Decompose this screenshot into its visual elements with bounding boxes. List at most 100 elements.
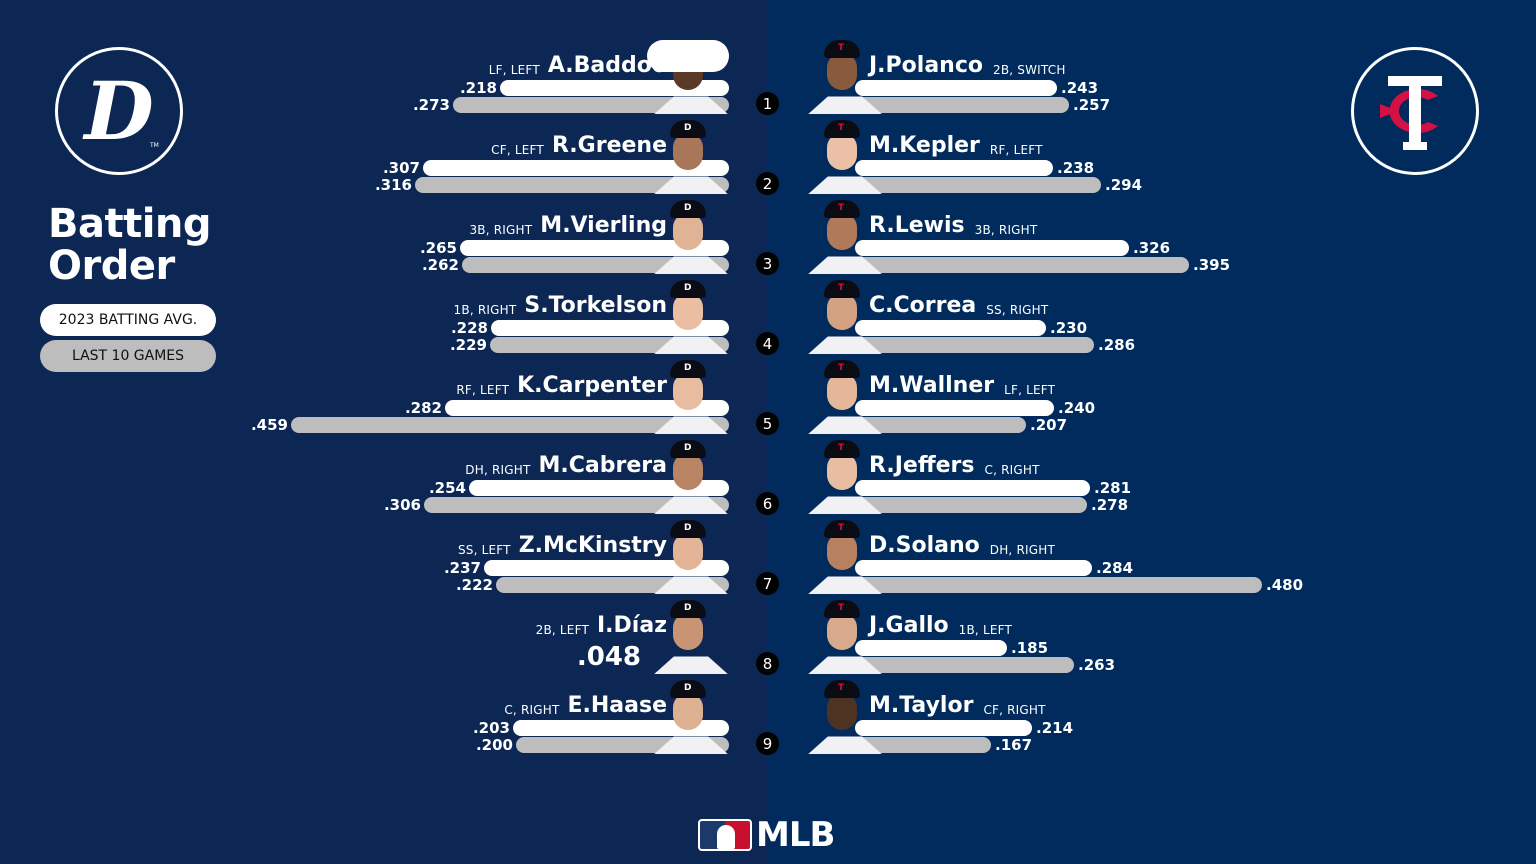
player-headshot: T	[806, 120, 884, 194]
twins-tc-icon	[1380, 76, 1442, 150]
mlb-batter-icon	[698, 819, 752, 851]
last10-value: .286	[1098, 336, 1136, 354]
season-bar	[855, 400, 1054, 416]
last10-bar	[424, 497, 729, 513]
player-position: 2B, SWITCH	[993, 63, 1066, 77]
player-position: LF, LEFT	[1004, 383, 1056, 397]
player-headshot: D	[652, 680, 730, 754]
player-name: K.Carpenter	[517, 373, 667, 398]
season-bar	[855, 320, 1046, 336]
last10-bar	[855, 657, 1074, 673]
season-bar	[855, 160, 1053, 176]
player-name: C.Correa	[869, 293, 977, 318]
player-position: C, RIGHT	[984, 463, 1040, 477]
batting-order-number: 1	[756, 92, 779, 115]
last10-value: .167	[995, 736, 1033, 754]
mlb-logo: MLB	[698, 815, 835, 855]
player-name: M.Cabrera	[538, 453, 667, 478]
season-bar	[469, 480, 729, 496]
last10-value: .263	[1078, 656, 1116, 674]
player-position: DH, RIGHT	[465, 463, 531, 477]
player-name: I.Díaz	[597, 613, 667, 638]
player-position: RF, LEFT	[989, 143, 1043, 157]
season-bar	[855, 80, 1057, 96]
player-position: RF, LEFT	[456, 383, 510, 397]
player-position: 1B, RIGHT	[453, 303, 517, 317]
season-value: .230	[1050, 319, 1088, 337]
last10-value: .278	[1091, 496, 1129, 514]
season-value: .228	[450, 319, 488, 337]
season-value: .282	[404, 399, 442, 417]
player-name: S.Torkelson	[524, 293, 667, 318]
season-bar	[491, 320, 729, 336]
player-position: 1B, LEFT	[958, 623, 1013, 637]
player-headshot: T	[806, 280, 884, 354]
player-position: DH, RIGHT	[989, 543, 1055, 557]
season-value: .284	[1096, 559, 1134, 577]
season-bar	[855, 480, 1090, 496]
last10-value: .316	[374, 176, 412, 194]
player-headshot: D	[652, 440, 730, 514]
player-headshot: T	[806, 440, 884, 514]
season-value: .048	[576, 642, 641, 672]
last10-value: .306	[383, 496, 421, 514]
batting-order-number: 2	[756, 172, 779, 195]
season-bar	[460, 240, 729, 256]
tigers-logo: D TM	[55, 47, 183, 175]
last10-value: .480	[1266, 576, 1304, 594]
season-bar	[855, 560, 1092, 576]
player-position: CF, LEFT	[491, 143, 544, 157]
player-headshot: T	[806, 600, 884, 674]
player-name: Z.McKinstry	[518, 533, 667, 558]
season-value: .185	[1011, 639, 1049, 657]
player-position: 3B, RIGHT	[469, 223, 533, 237]
player-name: M.Taylor	[869, 693, 974, 718]
player-headshot: D	[652, 600, 730, 674]
season-value: .237	[443, 559, 481, 577]
season-value: .307	[382, 159, 420, 177]
last10-bar	[855, 577, 1262, 593]
player-position: 2B, LEFT	[535, 623, 589, 637]
player-position: C, RIGHT	[504, 703, 560, 717]
player-headshot: T	[806, 40, 884, 114]
player-position: SS, LEFT	[457, 543, 511, 557]
player-headshot: T	[806, 680, 884, 754]
last10-value: .262	[421, 256, 459, 274]
season-value: .281	[1094, 479, 1132, 497]
legend-last-10-games: LAST 10 GAMES	[40, 340, 216, 372]
batting-order-number: 7	[756, 572, 779, 595]
season-value: .254	[428, 479, 466, 497]
batting-order-number: 9	[756, 732, 779, 755]
season-bar	[855, 240, 1129, 256]
player-name: M.Vierling	[540, 213, 667, 238]
last10-bar	[855, 177, 1101, 193]
last10-value: .207	[1030, 416, 1068, 434]
last10-bar	[415, 177, 729, 193]
player-position: 3B, RIGHT	[974, 223, 1038, 237]
last10-value: .257	[1073, 96, 1111, 114]
last10-bar	[855, 497, 1087, 513]
player-headshot: T	[806, 520, 884, 594]
season-value: .214	[1036, 719, 1074, 737]
last10-value: .222	[455, 576, 493, 594]
season-bar	[500, 80, 729, 96]
player-headshot: T	[806, 200, 884, 274]
season-bar	[484, 560, 729, 576]
season-value: .240	[1058, 399, 1096, 417]
season-value: .326	[1133, 239, 1171, 257]
player-name: E.Haase	[567, 693, 667, 718]
season-value: .243	[1061, 79, 1099, 97]
last10-value: .459	[250, 416, 288, 434]
last10-bar	[855, 337, 1094, 353]
player-position: CF, RIGHT	[983, 703, 1046, 717]
player-name: D.Solano	[869, 533, 980, 558]
twins-logo	[1351, 47, 1479, 175]
player-name: R.Jeffers	[869, 453, 975, 478]
player-headshot: T	[806, 360, 884, 434]
player-headshot: D	[652, 200, 730, 274]
last10-value: .395	[1193, 256, 1231, 274]
last10-value: .273	[412, 96, 450, 114]
batting-order-number: 3	[756, 252, 779, 275]
season-bar	[423, 160, 729, 176]
season-bar	[445, 400, 729, 416]
